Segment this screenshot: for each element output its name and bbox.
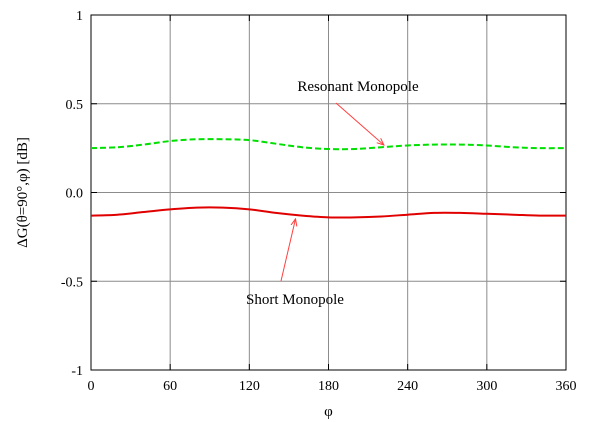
x-tick-label: 120 — [239, 379, 260, 394]
axis-ticks: 0 60 120 180 240 300 360 -1 -0.5 0.0 0.5 1 — [61, 9, 577, 394]
x-tick-label: 240 — [397, 379, 418, 394]
grid-lines — [90, 14, 567, 371]
series-group — [90, 138, 567, 219]
x-tick-label: 0 — [88, 379, 95, 394]
y-tick-label: 0.0 — [66, 187, 84, 202]
y-axis-title: ΔG(θ=90°,φ) [dB] — [15, 137, 31, 248]
y-tick-label: 1 — [76, 9, 83, 24]
series-line-short-monopole — [90, 206, 567, 219]
y-tick-label: -1 — [71, 364, 83, 379]
annotation-label-resonant-monopole: Resonant Monopole — [297, 79, 419, 95]
annotations-group: Resonant Monopole Short Monopole — [246, 79, 419, 308]
series-line-resonant-monopole — [90, 138, 567, 151]
annotation-arrow-resonant-monopole — [335, 102, 384, 145]
x-tick-label: 180 — [318, 379, 339, 394]
x-tick-label: 360 — [556, 379, 577, 394]
y-tick-label: 0.5 — [66, 98, 84, 113]
x-tick-label: 60 — [163, 379, 177, 394]
annotation-label-short-monopole: Short Monopole — [246, 292, 344, 308]
x-axis-title: φ — [324, 404, 333, 420]
y-tick-label: -0.5 — [61, 275, 83, 290]
x-tick-label: 300 — [476, 379, 497, 394]
annotation-arrow-short-monopole — [280, 219, 296, 282]
